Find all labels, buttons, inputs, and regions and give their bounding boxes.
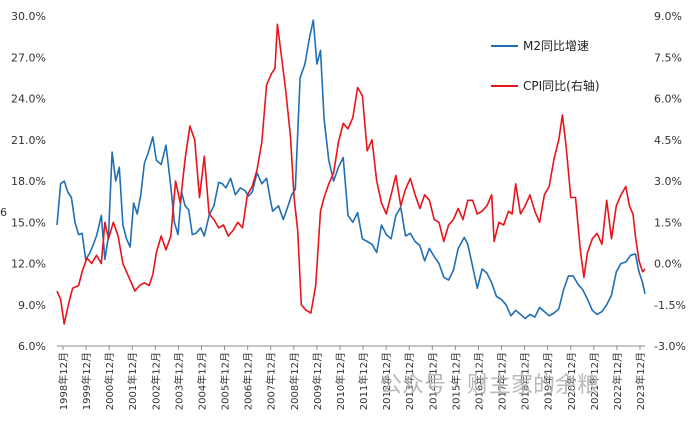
right-tick-label: -3.0%: [654, 340, 686, 353]
x-tick-label: 2005年12月: [219, 352, 232, 410]
x-tick-label: 2010年12月: [334, 352, 347, 410]
left-tick-label: 6.0%: [18, 340, 46, 353]
left-tick-label: 24.0%: [11, 93, 46, 106]
legend-label-m2: M2同比增速: [523, 39, 589, 53]
left-tick-label: 27.0%: [11, 51, 46, 64]
series-line-cpi: [56, 23, 646, 325]
x-tick-label: 2003年12月: [172, 352, 185, 410]
left-tick-label: 9.0%: [18, 299, 46, 312]
x-tick-label: 2020年12月: [565, 352, 578, 410]
left-tick-label: 21.0%: [11, 134, 46, 147]
right-tick-label: 7.5%: [654, 51, 682, 64]
legend-label-cpi: CPI同比(右轴): [523, 78, 600, 93]
x-tick-label: 2023年12月: [634, 352, 647, 410]
x-tick-label: 1999年12月: [80, 352, 93, 410]
side-clipped-label: 6: [0, 206, 7, 219]
right-tick-label: 1.5%: [654, 216, 682, 229]
x-tick-label: 2014年12月: [426, 352, 439, 410]
x-tick-label: 2000年12月: [103, 352, 116, 410]
x-tick-label: 2022年12月: [611, 352, 624, 410]
x-tick-label: 2008年12月: [288, 352, 301, 410]
x-tick-label: 2021年12月: [588, 352, 601, 410]
x-tick-label: 2019年12月: [542, 352, 555, 410]
x-tick-label: 2018年12月: [519, 352, 532, 410]
x-axis: 1998年12月 1999年12月 2000年12月 2001年12月 2002年12月…: [57, 346, 647, 410]
left-tick-label: 30.0%: [11, 10, 46, 23]
x-tick-label: 2001年12月: [126, 352, 139, 410]
x-tick-label: 2015年12月: [449, 352, 462, 410]
right-axis: 9.0% 7.5% 6.0% 4.5% 3.0% 1.5% 0.0% -1.5% -3.0%: [654, 10, 686, 353]
series-layer: [56, 19, 646, 325]
x-tick-label: 2007年12月: [265, 352, 278, 410]
x-tick-label: 2011年12月: [357, 352, 370, 410]
right-tick-label: -1.5%: [654, 299, 686, 312]
x-tick-label: 2017年12月: [496, 352, 509, 410]
right-tick-label: 6.0%: [654, 93, 682, 106]
x-tick-label: 1998年12月: [57, 352, 70, 410]
left-axis: 30.0% 27.0% 24.0% 21.0% 18.0% 15.0% 12.0% 9.0% 6…: [11, 10, 46, 353]
right-tick-label: 9.0%: [654, 10, 682, 23]
x-tick-label: 2002年12月: [149, 352, 162, 410]
right-tick-label: 3.0%: [654, 175, 682, 188]
watermark: 公众号 · 财主家的余粮: [380, 373, 599, 398]
x-tick-label: 2012年12月: [380, 352, 393, 410]
legend: M2同比增速 CPI同比(右轴): [491, 39, 600, 93]
series-line-m2: [56, 19, 646, 320]
right-tick-label: 0.0%: [654, 258, 682, 271]
x-tick-label: 2006年12月: [242, 352, 255, 410]
x-tick-label: 2016年12月: [472, 352, 485, 410]
left-tick-label: 18.0%: [11, 175, 46, 188]
left-tick-label: 15.0%: [11, 216, 46, 229]
x-tick-label: 2004年12月: [195, 352, 208, 410]
right-tick-label: 4.5%: [654, 134, 682, 147]
x-tick-label: 2009年12月: [311, 352, 324, 410]
left-tick-label: 12.0%: [11, 258, 46, 271]
x-tick-label: 2013年12月: [403, 352, 416, 410]
